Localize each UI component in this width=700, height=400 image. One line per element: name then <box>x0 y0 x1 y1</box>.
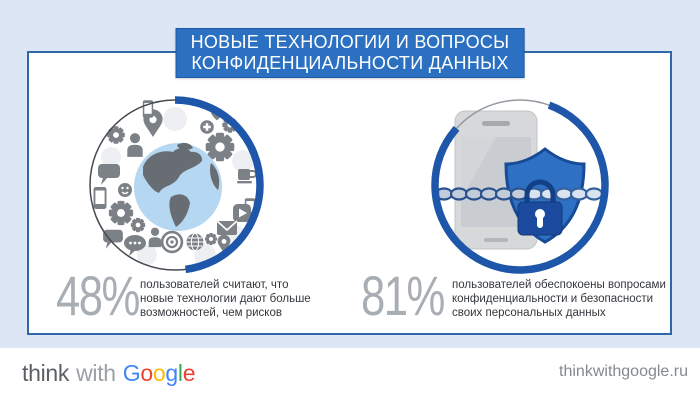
google-letter: o <box>140 360 153 386</box>
smartphone-icon <box>93 187 107 209</box>
logo-think-text: think <box>22 360 70 386</box>
chain-icon <box>434 187 604 201</box>
ring-progress-48 <box>86 96 264 274</box>
play-button-icon <box>233 204 251 222</box>
google-letter: o <box>152 360 166 386</box>
banner-line-1: НОВЫЕ ТЕХНОЛОГИИ И ВОПРОСЫ <box>190 32 510 52</box>
stat-81-line-2: конфиденциальности и безопасности <box>452 293 654 305</box>
coffee-cup-icon <box>236 168 257 185</box>
person-icon <box>127 133 143 157</box>
stat-description-81: пользователей обеспокоены вопросами конф… <box>452 278 672 320</box>
gear-icon <box>108 200 134 226</box>
google-letter: l <box>177 360 183 386</box>
stat-value-81: 81% <box>361 264 445 327</box>
google-letter: e <box>182 360 196 386</box>
globe-icon <box>134 142 222 231</box>
google-letter: g <box>165 360 178 386</box>
smiley-icon <box>117 182 133 198</box>
envelope-icon <box>216 220 238 236</box>
target-icon <box>160 230 184 254</box>
logo-google-wordmark: Google <box>122 360 196 386</box>
footer: think with Google thinkwithgoogle.ru <box>0 348 700 400</box>
think-with-google-logo: think with Google <box>22 359 195 387</box>
gear-icon <box>204 232 218 246</box>
stat-81-line-1: пользователей обеспокоены вопросами <box>452 279 666 291</box>
stat-48-line-2: новые технологии дают больше <box>140 293 311 305</box>
stat-value-48: 48% <box>56 264 140 327</box>
right-ring-illustration <box>431 96 609 274</box>
gear-icon <box>130 217 146 233</box>
person-icon <box>148 227 162 248</box>
left-ring-illustration <box>86 96 264 274</box>
stat-48-line-3: возможностей, чем рисков <box>140 307 282 319</box>
stat-81-line-3: своих персональных данных <box>452 307 606 319</box>
stat-48-line-1: пользователей считают, что <box>140 279 289 291</box>
stat-description-48: пользователей считают, что новые техноло… <box>140 278 340 320</box>
banner-line-2: КОНФИДЕНЦИАЛЬНОСТИ ДАННЫХ <box>191 53 509 73</box>
logo-with-text: with <box>76 360 116 386</box>
speech-bubble-icon <box>98 164 120 185</box>
gear-icon <box>205 132 235 162</box>
header-banner: НОВЫЕ ТЕХНОЛОГИИ И ВОПРОСЫ КОНФИДЕНЦИАЛЬ… <box>175 28 525 78</box>
speech-bubble-icon <box>103 229 123 249</box>
mini-globe-icon <box>186 233 204 251</box>
ring-progress-81 <box>431 96 609 274</box>
site-url: thinkwithgoogle.ru <box>559 363 688 380</box>
padlock-icon <box>517 179 563 236</box>
plus-circle-icon <box>200 120 214 134</box>
google-letter: G <box>122 360 141 386</box>
gear-icon <box>107 126 125 144</box>
